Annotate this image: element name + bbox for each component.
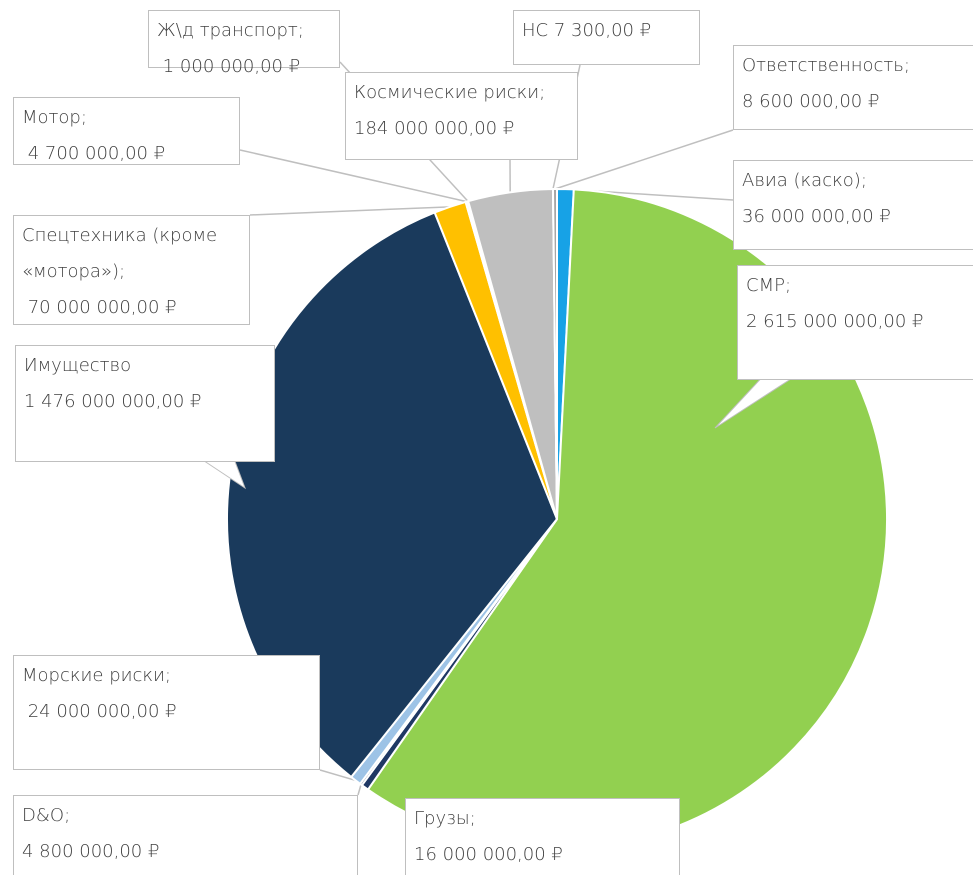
data-label: Авиа (каско); 36 000 000,00 ₽	[733, 160, 973, 250]
data-label: НС 7 300,00 ₽	[513, 10, 700, 65]
label-value: 184 000 000,00 ₽	[354, 118, 515, 139]
label-value: 8 600 000,00 ₽	[742, 91, 880, 112]
label-value: 24 000 000,00 ₽	[22, 701, 177, 722]
label-value: 36 000 000,00 ₽	[742, 206, 891, 227]
label-category: D&O;	[22, 805, 71, 826]
data-label: D&O; 4 800 000,00 ₽	[13, 795, 358, 875]
leader-line	[319, 769, 356, 782]
label-value: 70 000 000,00 ₽	[22, 297, 177, 318]
data-label: Грузы; 16 000 000,00 ₽	[405, 798, 680, 875]
label-category: Космические риски;	[354, 82, 546, 103]
label-category: Ж\д транспорт;	[157, 20, 304, 41]
label-value: 4 800 000,00 ₽	[22, 841, 160, 862]
label-value: 7 300,00 ₽	[553, 20, 652, 41]
data-label: Морские риски; 24 000 000,00 ₽	[13, 655, 320, 770]
label-value: 2 615 000 000,00 ₽	[746, 311, 924, 332]
label-category: Мотор;	[22, 107, 87, 128]
leader-line	[249, 206, 451, 216]
data-label: Ответственность; 8 600 000,00 ₽	[733, 45, 973, 130]
leader-line	[357, 784, 362, 796]
data-label: Спецтехника (кроме «мотора»); 70 000 000…	[13, 215, 250, 325]
label-value: 4 700 000,00 ₽	[22, 143, 166, 164]
label-value: 1 000 000,00 ₽	[157, 56, 301, 77]
leader-line	[554, 129, 734, 190]
label-value: 1 476 000 000,00 ₽	[24, 391, 202, 412]
label-category: Грузы;	[414, 808, 476, 829]
label-category: Имущество	[24, 355, 132, 376]
label-category: Спецтехника (кроме «мотора»);	[22, 225, 223, 282]
label-category: Морские риски;	[22, 665, 171, 686]
label-value: 16 000 000,00 ₽	[414, 844, 563, 865]
leader-line	[239, 149, 467, 203]
label-category: НС	[522, 20, 549, 41]
label-category: Ответственность;	[742, 55, 910, 76]
label-category: СМР;	[746, 275, 792, 296]
data-label: СМР; 2 615 000 000,00 ₽	[737, 265, 973, 380]
data-label: Имущество 1 476 000 000,00 ₽	[15, 345, 275, 462]
data-label: Космические риски; 184 000 000,00 ₽	[345, 72, 578, 160]
label-category: Авиа (каско);	[742, 170, 867, 191]
data-label: Мотор; 4 700 000,00 ₽	[13, 97, 240, 165]
data-label: Ж\д транспорт; 1 000 000,00 ₽	[148, 10, 340, 77]
pie-slice	[551, 187, 558, 520]
